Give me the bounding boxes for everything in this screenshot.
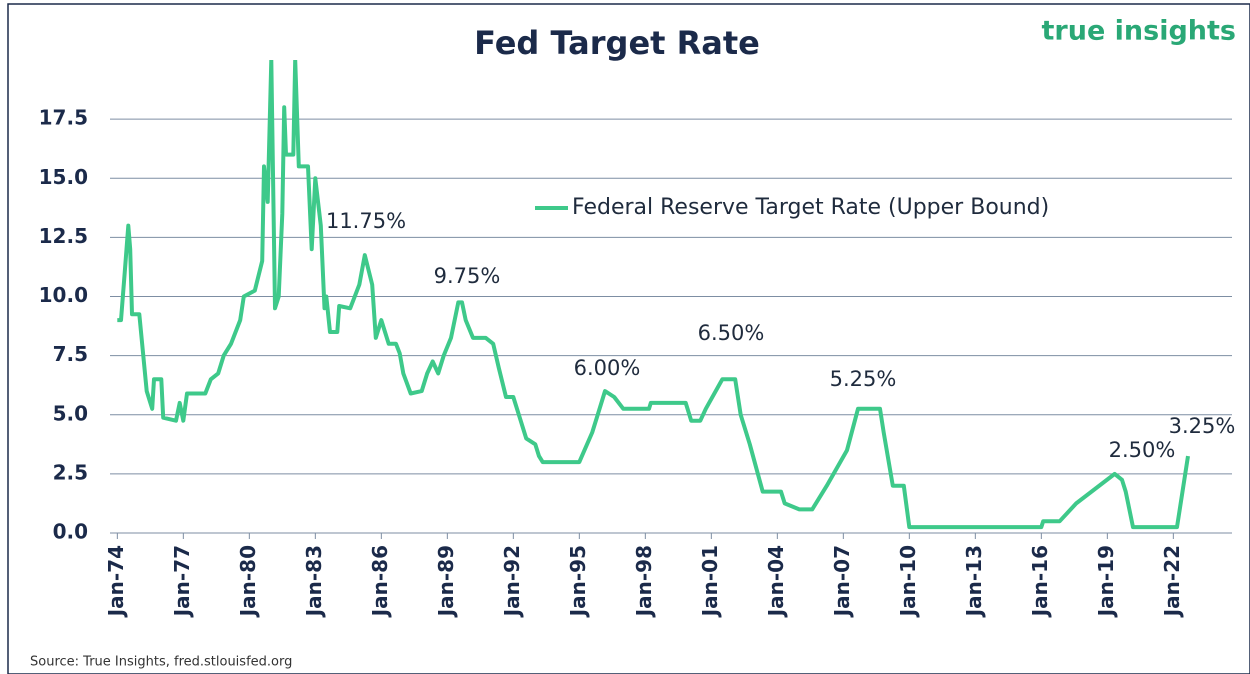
y-tick-label: 10.0	[39, 283, 88, 307]
annotation: 2.50%	[1109, 438, 1176, 462]
annotation: 3.25%	[1169, 414, 1236, 438]
annotation: 9.75%	[434, 264, 501, 288]
x-tick-label: Jan-89	[434, 545, 458, 618]
x-tick-label: Jan-80	[236, 545, 260, 618]
x-tick-label: Jan-92	[500, 545, 524, 618]
chart-title: Fed Target Rate	[474, 24, 760, 62]
brand-logo: true insights	[1042, 16, 1236, 47]
x-tick-label: Jan-77	[170, 545, 194, 618]
y-tick-label: 7.5	[53, 342, 88, 366]
x-tick-label: Jan-07	[830, 545, 854, 618]
x-tick-label: Jan-98	[632, 545, 656, 618]
frame	[7, 3, 1250, 674]
y-tick-label: 5.0	[53, 401, 88, 425]
x-tick-label: Jan-83	[302, 545, 326, 618]
y-tick-label: 0.0	[53, 520, 88, 544]
y-tick-label: 15.0	[39, 165, 88, 189]
x-tick-label: Jan-01	[698, 545, 722, 618]
annotation: 6.00%	[574, 356, 641, 380]
y-tick-label: 17.5	[39, 106, 88, 130]
annotation: 11.75%	[326, 209, 406, 233]
annotation: 6.50%	[698, 321, 765, 345]
x-tick-label: Jan-13	[962, 545, 986, 618]
x-tick-label: Jan-86	[368, 545, 392, 618]
x-tick-label: Jan-74	[104, 545, 128, 618]
legend-label: Federal Reserve Target Rate (Upper Bound…	[572, 195, 1049, 220]
x-tick-label: Jan-10	[896, 545, 920, 618]
y-tick-label: 12.5	[39, 224, 88, 248]
data-line	[117, 60, 1190, 530]
source-note: Source: True Insights, fred.stlouisfed.o…	[30, 655, 292, 670]
x-tick-label: Jan-19	[1094, 545, 1118, 618]
x-tick-label: Jan-22	[1160, 545, 1184, 618]
x-tick-label: Jan-16	[1028, 545, 1052, 618]
annotation: 5.25%	[830, 367, 897, 391]
y-tick-label: 2.5	[53, 460, 88, 484]
x-tick-label: Jan-04	[764, 545, 788, 618]
x-tick-label: Jan-95	[566, 545, 590, 618]
